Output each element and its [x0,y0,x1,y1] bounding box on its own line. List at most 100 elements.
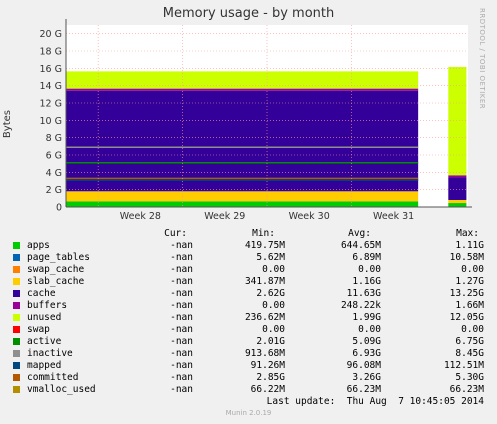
legend-row: mapped -nan 91.26M 96.08M 112.51M [0,360,497,372]
legend-min: 2.85G [256,372,285,383]
y-tick-label: 6 G [46,151,62,162]
legend-swatch [13,386,20,393]
legend-cur: -nan [170,384,193,395]
legend-row: page_tables -nan 5.62M 6.89M 10.58M [0,252,497,264]
y-tick-label: 4 G [46,168,62,179]
legend-row: unused -nan 236.62M 1.99G 12.05G [0,312,497,324]
legend-avg: 6.93G [352,348,381,359]
legend-swatch [13,350,20,357]
legend-cur: -nan [170,360,193,371]
y-tick-label: 18 G [40,47,62,58]
legend-name: vmalloc_used [27,384,96,395]
legend-cur: -nan [170,288,193,299]
area-unused [66,71,419,89]
legend-row: inactive -nan 913.68M 6.93G 8.45G [0,348,497,360]
legend-min: 0.00 [262,300,285,311]
y-tick-label: 2 G [46,185,62,196]
legend-avg: 6.89M [352,252,381,263]
legend-max: 10.58M [449,252,484,263]
legend-swatch [13,314,20,321]
legend-row: cache -nan 2.62G 11.63G 13.25G [0,288,497,300]
legend-max: 0.00 [461,264,484,275]
legend-cur: -nan [170,300,193,311]
legend-min: 0.00 [262,324,285,335]
legend-header: Cur: Min: Avg: Max: [0,228,497,240]
y-tick-label: 16 G [40,64,62,75]
legend-row: vmalloc_used -nan 66.22M 66.23M 66.23M [0,384,497,396]
legend-name: buffers [27,300,68,311]
legend-max: 8.45G [455,348,484,359]
rrdtool-watermark: RRDTOOL / TOBI OETIKER [478,8,486,110]
area-slab_cache [66,191,419,202]
x-tick-label: Week 30 [289,211,330,222]
legend-max: 12.05G [449,312,484,323]
legend-row: swap_cache -nan 0.00 0.00 0.00 [0,264,497,276]
legend-min: 236.62M [244,312,285,323]
y-tick-label: 14 G [40,81,62,92]
legend-max: 1.27G [455,276,484,287]
legend-cur: -nan [170,276,193,287]
legend-cur: -nan [170,348,193,359]
legend-swatch [13,290,20,297]
legend-min: 2.01G [256,336,285,347]
header-cur: Cur: [164,228,187,239]
legend-max: 1.66M [455,300,484,311]
y-tick-label: 20 G [40,29,62,40]
area-buffers [66,88,419,91]
legend-name: inactive [27,348,73,359]
legend-avg: 0.00 [358,324,381,335]
legend-max: 66.23M [449,384,484,395]
area-cache [66,90,419,192]
area-unused [448,66,467,176]
memory-chart: 0 2 G 4 G 6 G 8 G 10 G 12 G 14 G 16 G 18 G 20 G Wee… [40,19,472,222]
legend-avg: 5.09G [352,336,381,347]
chart-title: Memory usage - by month [162,6,335,21]
legend-row: apps -nan 419.75M 644.65M 1.11G [0,240,497,252]
legend-min: 5.62M [256,252,285,263]
legend-min: 419.75M [244,240,285,251]
legend-swatch [13,278,20,285]
legend-cur: -nan [170,372,193,383]
legend-avg: 66.23M [346,384,381,395]
header-min: Min: [252,228,275,239]
legend-cur: -nan [170,336,193,347]
area-buffers [448,175,467,178]
header-avg: Avg: [348,228,371,239]
legend-name: page_tables [27,252,90,263]
legend-min: 341.87M [244,276,285,287]
legend-name: swap_cache [27,264,85,275]
legend-avg: 3.26G [352,372,381,383]
legend-name: active [27,336,62,347]
legend-avg: 248.22k [340,300,381,311]
legend-swatch [13,338,20,345]
legend-name: committed [27,372,79,383]
legend-name: slab_cache [27,276,85,287]
legend-row: active -nan 2.01G 5.09G 6.75G [0,336,497,348]
legend-swatch [13,374,20,381]
y-tick-label: 0 [56,203,62,214]
legend-row: committed -nan 2.85G 3.26G 5.30G [0,372,497,384]
area-slab_cache [448,199,467,204]
legend-name: apps [27,240,50,251]
legend-max: 6.75G [455,336,484,347]
legend-min: 913.68M [244,348,285,359]
legend-avg: 0.00 [358,264,381,275]
legend-cur: -nan [170,312,193,323]
legend-max: 5.30G [455,372,484,383]
legend-name: swap [27,324,50,335]
legend-cur: -nan [170,252,193,263]
legend-swatch [13,254,20,261]
legend-row: slab_cache -nan 341.87M 1.16G 1.27G [0,276,497,288]
legend-avg: 11.63G [346,288,381,299]
legend-swatch [13,302,20,309]
y-tick-label: 8 G [46,133,62,144]
legend-max: 0.00 [461,324,484,335]
legend-min: 91.26M [250,360,285,371]
x-tick-label: Week 31 [373,211,414,222]
legend-name: mapped [27,360,62,371]
legend-cur: -nan [170,264,193,275]
munin-version: Munin 2.0.19 [225,409,272,417]
legend-name: unused [27,312,62,323]
legend-row: buffers -nan 0.00 248.22k 1.66M [0,300,497,312]
legend-max: 13.25G [449,288,484,299]
